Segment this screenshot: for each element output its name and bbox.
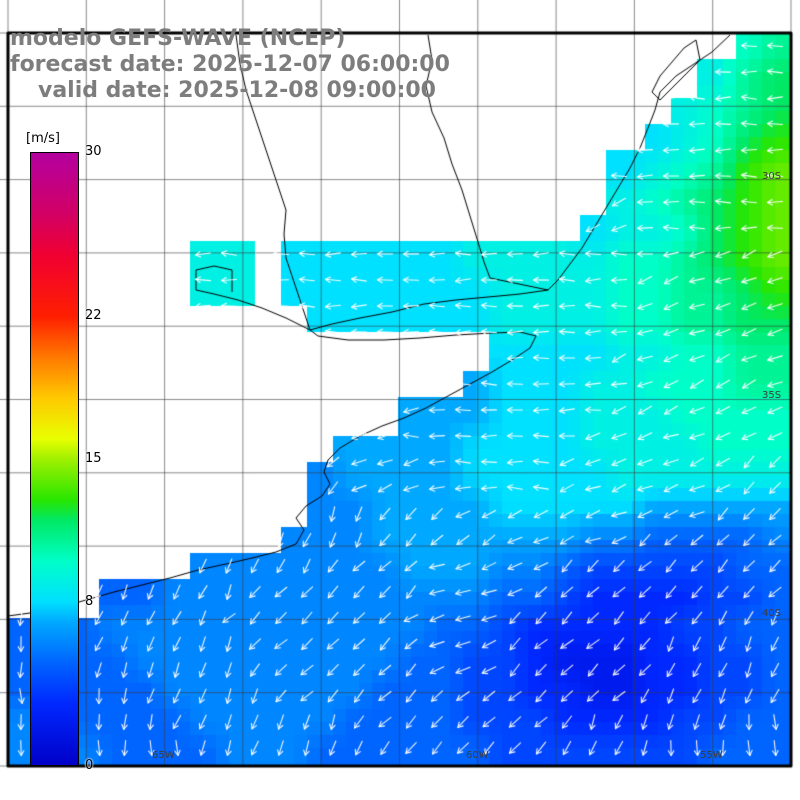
colorbar-gradient — [30, 152, 79, 766]
colorbar-tick-0: 0 — [85, 758, 94, 773]
colorbar-tick-15: 15 — [85, 451, 102, 466]
longitude-label-65W: 65W — [152, 750, 175, 761]
latitude-label-40S: 40S — [762, 608, 782, 619]
latitude-label-30S: 30S — [762, 171, 782, 182]
valid-date-label: valid date: 2025-12-08 09:00:00 — [38, 78, 436, 103]
colorbar-tick-8: 8 — [85, 594, 94, 610]
model-title: modelo GEFS-WAVE (NCEP) — [10, 26, 346, 51]
colorbar-unit-label: [m/s] — [26, 131, 60, 146]
latitude-label-35S: 35S — [762, 390, 782, 401]
longitude-label-60W: 60W — [466, 750, 489, 761]
longitude-label-55W: 55W — [700, 750, 723, 761]
colorbar-tick-30: 30 — [85, 144, 102, 159]
colorbar-tick-22: 22 — [85, 307, 102, 323]
forecast-date-label: forecast date: 2025-12-07 06:00:00 — [10, 52, 450, 77]
